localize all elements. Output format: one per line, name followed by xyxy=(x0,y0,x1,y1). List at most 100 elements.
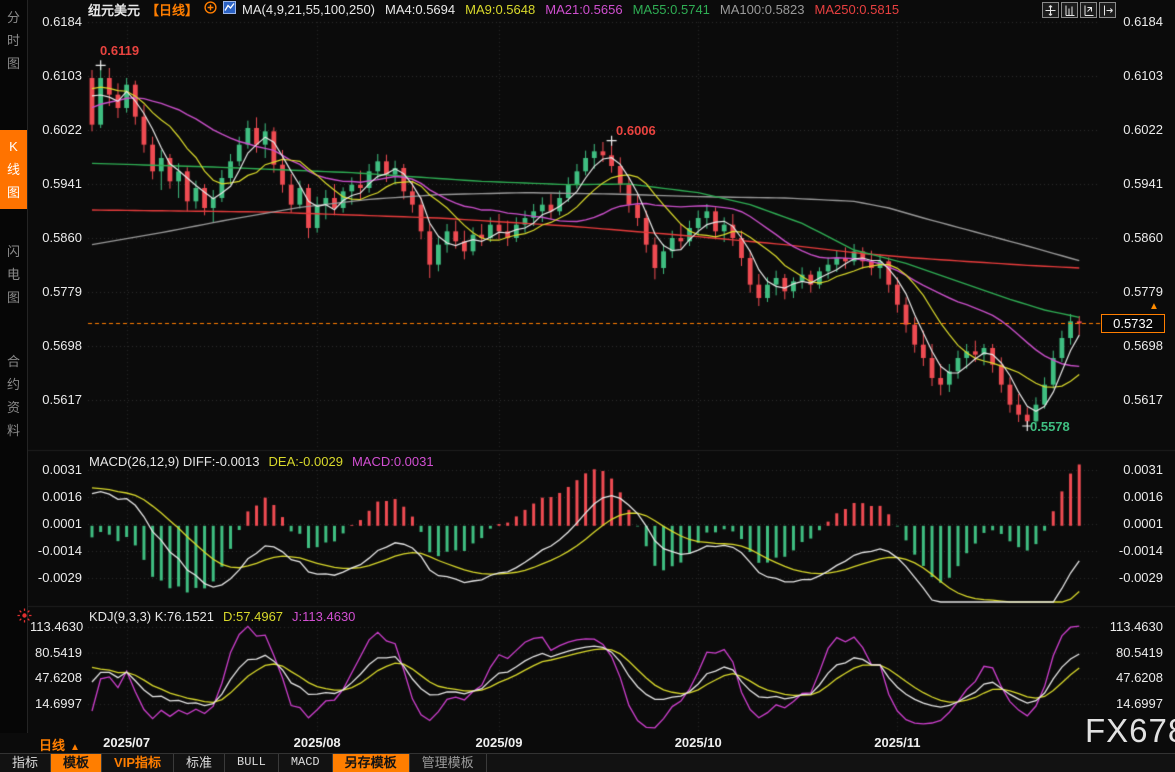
sidebar-item-char: 电 xyxy=(6,267,20,282)
toolbar-tab-3[interactable]: VIP指标 xyxy=(102,754,174,772)
ma-value-label: MA4:0.5694 xyxy=(385,1,456,17)
line-chart-icon[interactable] xyxy=(223,1,237,17)
macd-header: MACD(26,12,9) DIFF:-0.0013 DEA:-0.0029 MAC… xyxy=(89,454,443,469)
toolbar-tab-2[interactable]: 模板 xyxy=(51,754,103,772)
sidebar-item-char: 图 xyxy=(6,56,20,71)
axis-tick-label: -0.0014 xyxy=(37,543,82,558)
sidebar-item-char: 图 xyxy=(6,290,20,305)
swing-high-label: 0.6119 xyxy=(100,43,140,58)
kdj-value-label: J:113.4630 xyxy=(292,609,356,624)
shift-chart-icon[interactable] xyxy=(1099,2,1116,18)
axis-tick-label: -0.0014 xyxy=(1118,543,1163,558)
axis-tick-label: 80.5419 xyxy=(35,644,82,660)
sidebar-item-char: 图 xyxy=(6,185,20,200)
axis-tick-label: 0.6184 xyxy=(1123,14,1163,29)
axis-tick-label: 47.6208 xyxy=(1116,670,1163,686)
sidebar-item-4[interactable]: 合约资料 xyxy=(0,350,27,442)
axis-tick-label: 14.6997 xyxy=(1116,695,1163,711)
x-axis-date-label: 2025/08 xyxy=(293,735,341,750)
ma-value-label: MA9:0.5648 xyxy=(465,1,536,17)
axis-tick-label: -0.0029 xyxy=(1118,570,1163,585)
axis-tick-label: 0.5617 xyxy=(1123,392,1163,407)
fx678-watermark: FX678 xyxy=(1085,712,1175,749)
axis-tick-label: 80.5419 xyxy=(1116,644,1163,660)
x-axis-date-label: 2025/09 xyxy=(475,735,523,750)
sidebar-item-1[interactable]: 分时图 xyxy=(0,6,27,75)
axis-tick-label: 0.0016 xyxy=(1123,489,1163,504)
axis-tick-label: 0.5860 xyxy=(42,230,82,245)
swing-low-label: 0.5578 xyxy=(1030,419,1070,434)
toolbar-tab-6[interactable]: MACD xyxy=(279,754,333,772)
sidebar-item-char: 分 xyxy=(6,10,20,25)
ma-value-label: MA250:0.5815 xyxy=(814,1,900,17)
axis-tick-label: 0.5779 xyxy=(1123,284,1163,299)
period-tag: 【日线】 xyxy=(146,2,199,18)
symbol-name: 纽元美元 xyxy=(88,2,141,18)
ma-value-label: MA(4,9,21,55,100,250) xyxy=(242,1,376,17)
axis-tick-label: 0.0016 xyxy=(42,489,82,504)
axis-tick-label: 0.6022 xyxy=(1123,122,1163,137)
sidebar-item-char: 合 xyxy=(6,354,20,369)
sidebar-item-char: 料 xyxy=(6,423,20,438)
current-price-tag: 0.5732 xyxy=(1101,314,1165,333)
ma-value-label: MA100:0.5823 xyxy=(719,1,805,17)
sidebar-item-char: 闪 xyxy=(6,244,20,259)
x-axis-date-label: 2025/11 xyxy=(874,735,921,750)
ma-value-label: MA21:0.5656 xyxy=(545,1,623,17)
axis-tick-label: 0.0031 xyxy=(42,462,82,477)
axis-tick-label: 0.5698 xyxy=(42,338,82,353)
sidebar-item-char: 资 xyxy=(6,400,20,415)
kdj-header: KDJ(9,3,3) K:76.1521 D:57.4967 J:113.4630 xyxy=(89,609,364,624)
period-selector[interactable]: 日线 ▲ xyxy=(39,738,80,753)
toolbar-tab-4[interactable]: 标准 xyxy=(174,754,226,772)
sidebar-item-char: 约 xyxy=(6,377,20,392)
axis-tick-label: 0.5941 xyxy=(42,176,82,191)
axis-tick-label: 0.6022 xyxy=(42,122,82,137)
toolbar-tab-7[interactable]: 另存模板 xyxy=(332,754,410,772)
pan-icon[interactable] xyxy=(1042,2,1059,18)
x-axis-date-label: 2025/07 xyxy=(103,735,151,750)
ma-value-label: MA55:0.5741 xyxy=(632,1,710,17)
kdj-value-label: D:57.4967 xyxy=(223,609,284,624)
axis-tick-label: 47.6208 xyxy=(35,670,82,686)
axis-tick-label: 0.0001 xyxy=(42,516,82,531)
x-axis-date-label: 2025/10 xyxy=(674,735,722,750)
axis-tick-label: 0.0001 xyxy=(1123,516,1163,531)
y-axis-scale-icon[interactable] xyxy=(1061,2,1078,18)
axis-tick-label: 0.5941 xyxy=(1123,176,1163,191)
price-up-arrow-icon: ▲ xyxy=(1149,301,1159,312)
axis-tick-label: 113.4630 xyxy=(1109,619,1163,634)
toolbar-tab-8[interactable]: 管理模板 xyxy=(410,754,487,772)
axis-tick-label: 14.6997 xyxy=(35,695,82,711)
axis-tick-label: 0.6184 xyxy=(42,14,82,29)
axis-tick-label: 0.5779 xyxy=(42,284,82,299)
circle-plus-icon[interactable] xyxy=(204,1,217,17)
axis-tick-label: -0.0029 xyxy=(37,570,82,585)
period-up-arrow-icon: ▲ xyxy=(70,742,80,753)
macd-value-label: MACD(26,12,9) DIFF:-0.0013 xyxy=(89,454,260,469)
sidebar-item-char: 时 xyxy=(6,33,20,48)
macd-value-label: MACD:0.0031 xyxy=(351,454,434,469)
toolbar-tab-5[interactable]: BULL xyxy=(225,754,279,772)
sidebar-item-char: 线 xyxy=(6,162,20,177)
axis-tick-label: 0.5698 xyxy=(1123,338,1163,353)
sidebar-item-char: K xyxy=(9,139,18,154)
ma-values: MA(4,9,21,55,100,250) MA4:0.5694 MA9:0.564… xyxy=(242,2,909,17)
alert-starburst-icon[interactable] xyxy=(17,608,32,628)
toolbar-tab-1[interactable]: 指标 xyxy=(0,754,52,772)
kdj-value-label: KDJ(9,3,3) K:76.1521 xyxy=(89,609,215,624)
date-bar: 日线 ▲ 2025/07 2025/08 2025/09 2025/10 2025/11 xyxy=(27,733,1175,753)
chart-toolbar xyxy=(1042,2,1116,18)
macd-value-label: DEA:-0.0029 xyxy=(268,454,343,469)
axis-tick-label: 0.5860 xyxy=(1123,230,1163,245)
axis-tick-label: 0.0031 xyxy=(1123,462,1163,477)
axis-tick-label: 113.4630 xyxy=(30,619,84,634)
sidebar-item-3[interactable]: 闪电图 xyxy=(0,240,27,309)
axis-tick-label: 0.6103 xyxy=(42,68,82,83)
x-axis-scale-icon[interactable] xyxy=(1080,2,1097,18)
bottom-toolbar: 指标 模板 VIP指标 标准 BULL MACD 另存模板 管理模板 xyxy=(0,753,1175,772)
swing-high-label: 0.6006 xyxy=(616,123,656,138)
